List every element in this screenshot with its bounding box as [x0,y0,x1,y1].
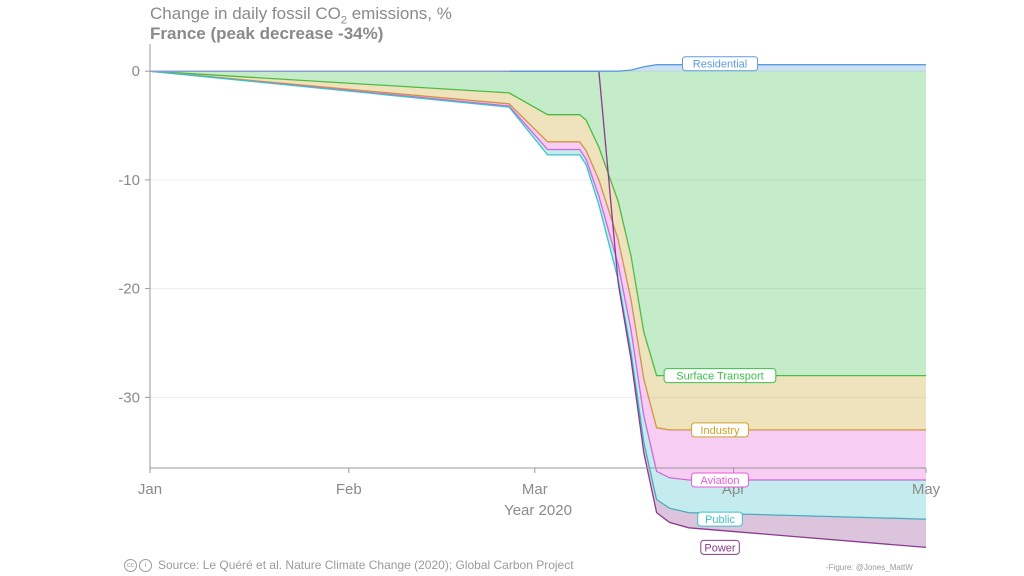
chart-title-subscript: 2 [340,14,347,27]
y-tick-label: -20 [118,281,140,298]
series-label-box [697,511,743,527]
area-aviation [150,71,926,480]
chart-title-prefix: Change in daily fossil CO [150,4,341,23]
label-layer: Surface Transport Industry Aviation Public P… [663,56,777,555]
x-tick-label: Mar [522,481,548,498]
series-label-box [682,56,759,72]
series-label-public: Public [697,511,743,527]
creative-commons-icon: cc i [124,558,152,572]
area-industry [150,71,926,430]
y-tick-label: -10 [118,172,140,189]
x-tick-label: May [912,481,941,498]
x-axis-title: Year 2020 [504,502,572,519]
series-label-text: Aviation [701,475,740,487]
series-label-surface-transport: Surface Transport [663,368,777,384]
series-label-residential: Residential [682,56,759,72]
series-label-box [691,422,749,438]
line-aviation [149,70,926,481]
series-label-box [691,472,749,488]
series-label-text: Power [704,542,736,554]
line-industry [149,70,926,431]
area-surface-transport [150,71,926,376]
y-tick-label: -30 [118,389,140,406]
source-text: Source: Le Quéré et al. Nature Climate C… [158,558,574,572]
figure-credit: -Figure: @Jones_MattW [826,563,913,572]
chart-title-suffix: emissions, % [347,4,452,23]
series-label-aviation: Aviation [691,472,749,488]
x-tick-label: Feb [336,481,362,498]
series-label-text: Surface Transport [676,371,763,383]
series-label-text: Residential [693,59,747,71]
area-residential [150,64,926,72]
line-residential [150,64,926,72]
series-label-box [663,368,777,384]
series-label-box [700,539,740,555]
chart-subtitle: France (peak decrease -34%) [150,24,384,43]
source-footer: cc i Source: Le Quéré et al. Nature Clima… [124,558,574,572]
series-label-industry: Industry [691,422,749,438]
series-label-text: Public [705,514,735,526]
chart-title: Change in daily fossil CO2 emissions, % [150,4,452,26]
series-label-power: Power [700,539,740,555]
y-tick-label: 0 [132,63,140,80]
x-tick-label: Jan [138,481,162,498]
series-label-text: Industry [700,425,740,437]
area-layer [149,64,927,549]
